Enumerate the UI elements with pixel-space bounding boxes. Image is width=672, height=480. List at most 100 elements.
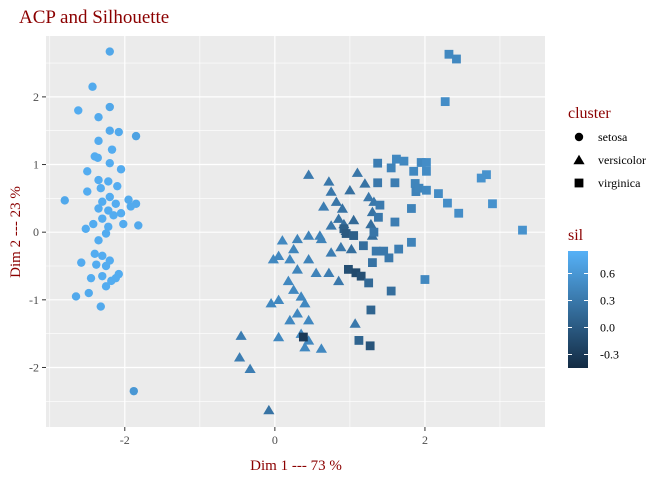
versicolor-point <box>233 352 246 362</box>
setosa-point <box>96 302 105 311</box>
virginica-point <box>368 258 377 268</box>
virginica-point <box>339 224 349 234</box>
colorbar-tick-label: 0.3 <box>600 294 615 308</box>
versicolor-point <box>288 243 300 254</box>
setosa-point <box>93 153 102 162</box>
colorbar <box>568 251 588 368</box>
versicolor-point <box>365 218 377 229</box>
legend-label-versicolor: versicolor <box>598 153 646 167</box>
versicolor-point <box>351 167 364 177</box>
setosa-point <box>89 219 98 229</box>
setosa-point <box>105 158 114 168</box>
y-tick-label: -1 <box>29 293 39 307</box>
versicolor-point <box>323 267 335 277</box>
virginica-point <box>422 166 431 176</box>
legend: cluster setosa versicolor virginica sil 0.6 0.… <box>568 105 646 368</box>
versicolor-point <box>273 250 285 261</box>
virginica-point <box>344 264 353 274</box>
versicolor-point <box>284 254 296 264</box>
setosa-point <box>113 181 122 191</box>
setosa-point <box>77 258 86 267</box>
virginica-point <box>434 189 443 199</box>
versicolor-point <box>265 298 277 308</box>
versicolor-point <box>336 203 348 213</box>
setosa-point <box>111 199 120 208</box>
chart-title: ACP and Silhouette <box>19 7 169 28</box>
versicolor-point <box>348 214 360 225</box>
plot-panel <box>46 36 545 427</box>
virginica-point <box>444 49 454 59</box>
versicolor-point <box>323 176 335 186</box>
setosa-point <box>109 211 118 220</box>
versicolor-point <box>303 254 315 264</box>
virginica-point <box>369 227 379 237</box>
versicolor-point <box>299 341 311 352</box>
setosa-point <box>84 288 93 298</box>
setosa-point <box>94 136 103 146</box>
virginica-point <box>394 244 404 254</box>
setosa-point <box>129 386 138 396</box>
legend-label-virginica: virginica <box>598 176 641 190</box>
virginica-point <box>384 253 394 263</box>
setosa-point <box>83 167 92 176</box>
versicolor-point <box>325 247 337 257</box>
versicolor-point <box>363 191 375 202</box>
setosa-point <box>104 222 113 231</box>
virginica-point <box>407 204 416 213</box>
setosa-point <box>114 127 123 137</box>
setosa-point <box>98 251 107 261</box>
setosa-point <box>101 229 111 238</box>
colorbar-tick-label: -0.3 <box>600 348 619 362</box>
shape-legend-title: cluster <box>568 105 611 122</box>
versicolor-point <box>330 196 342 206</box>
versicolor-point <box>267 254 279 264</box>
versicolor-point <box>335 241 347 252</box>
virginica-point <box>518 225 527 235</box>
versicolor-point <box>273 294 285 305</box>
setosa-point <box>60 196 69 205</box>
colorbar-tick-label: 0.6 <box>600 267 615 281</box>
versicolor-point <box>295 291 307 301</box>
virginica-point <box>366 305 376 315</box>
setosa-point <box>94 112 103 122</box>
y-tick-label: 2 <box>33 90 39 104</box>
y-tick-label: 0 <box>33 225 39 239</box>
versicolor-point <box>288 284 300 294</box>
versicolor-point <box>291 233 303 244</box>
virginica-point <box>359 241 368 251</box>
legend-key-versicolor <box>573 154 585 165</box>
color-legend-title: sil <box>568 227 584 244</box>
legend-key-setosa <box>574 132 584 142</box>
setosa-point <box>94 175 103 185</box>
setosa-point <box>81 224 90 233</box>
setosa-point <box>101 282 111 291</box>
setosa-point <box>116 209 126 218</box>
versicolor-point <box>325 186 337 196</box>
y-axis-title: Dim 2 --- 23 % <box>8 186 24 278</box>
plot-area: -2 0 2 -2 -1 0 1 2 <box>29 36 545 447</box>
versicolor-point <box>263 404 275 415</box>
virginica-point <box>392 154 401 164</box>
virginica-point <box>349 231 359 240</box>
versicolor-point <box>349 318 361 328</box>
setosa-point <box>83 187 92 196</box>
versicolor-point <box>244 363 256 374</box>
virginica-point <box>375 200 385 210</box>
versicolor-point <box>345 243 358 254</box>
versicolor-point <box>315 343 327 353</box>
setosa-point <box>74 106 83 115</box>
virginica-point <box>374 212 383 222</box>
setosa-point <box>98 197 107 206</box>
virginica-point <box>416 158 426 167</box>
versicolor-point <box>325 220 337 230</box>
virginica-point <box>482 170 491 180</box>
virginica-point <box>341 229 351 238</box>
setosa-point <box>124 195 133 204</box>
virginica-point <box>420 275 430 284</box>
setosa-point <box>105 126 114 135</box>
versicolor-point <box>303 230 315 240</box>
virginica-point <box>356 271 366 281</box>
virginica-point <box>414 183 424 193</box>
virginica-point <box>371 246 381 256</box>
